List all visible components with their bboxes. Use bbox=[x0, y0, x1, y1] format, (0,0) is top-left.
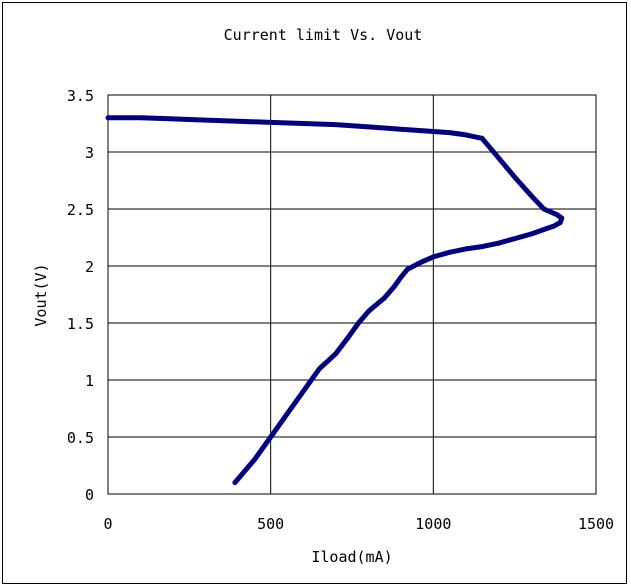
x-tick-label-3: 1500 bbox=[578, 515, 614, 533]
y-tick-label-1: 0.5 bbox=[67, 429, 94, 447]
y-axis-label: Vout(V) bbox=[32, 263, 50, 326]
axes bbox=[107, 94, 597, 495]
chart-title: Current limit Vs. Vout bbox=[224, 26, 423, 44]
x-axis-label: Iload(mA) bbox=[311, 548, 392, 566]
x-tick-label-0: 0 bbox=[103, 515, 112, 533]
grid bbox=[107, 94, 597, 495]
plot-area-border bbox=[107, 94, 597, 495]
x-tick-label-2: 1000 bbox=[415, 515, 451, 533]
y-tick-label-0: 0 bbox=[85, 486, 94, 504]
y-tick-label-7: 3.5 bbox=[67, 87, 94, 105]
x-tick-label-1: 500 bbox=[257, 515, 284, 533]
y-tick-label-5: 2.5 bbox=[67, 201, 94, 219]
series-layer bbox=[105, 115, 565, 486]
y-tick-label-3: 1.5 bbox=[67, 315, 94, 333]
y-tick-label-4: 2 bbox=[85, 258, 94, 276]
y-tick-label-6: 3 bbox=[85, 144, 94, 162]
series-line-0 bbox=[105, 115, 565, 486]
tick-labels: 0 0.5 1 1.5 2 2.5 3 3.5 0 500 1000 1500 bbox=[67, 87, 614, 533]
y-tick-label-2: 1 bbox=[85, 372, 94, 390]
